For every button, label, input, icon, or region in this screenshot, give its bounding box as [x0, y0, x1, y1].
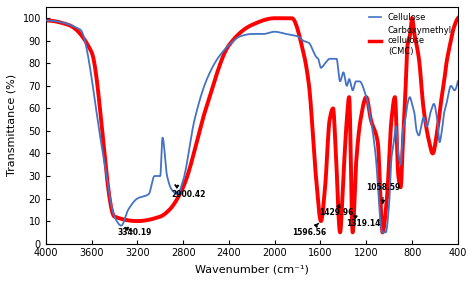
Text: 1596.56: 1596.56 [292, 223, 326, 237]
Text: 2900.42: 2900.42 [172, 185, 206, 199]
Legend: Cellulose, Carboxymethyl
cellulose
(CMC): Cellulose, Carboxymethyl cellulose (CMC) [367, 11, 454, 57]
Y-axis label: Transmittance (%): Transmittance (%) [7, 74, 17, 176]
Text: 1319.14: 1319.14 [346, 215, 380, 228]
Text: 1429.96: 1429.96 [319, 204, 354, 217]
Text: 3340.19: 3340.19 [118, 227, 152, 237]
Text: 1058.59: 1058.59 [366, 183, 401, 203]
X-axis label: Wavenumber (cm⁻¹): Wavenumber (cm⁻¹) [195, 264, 309, 274]
